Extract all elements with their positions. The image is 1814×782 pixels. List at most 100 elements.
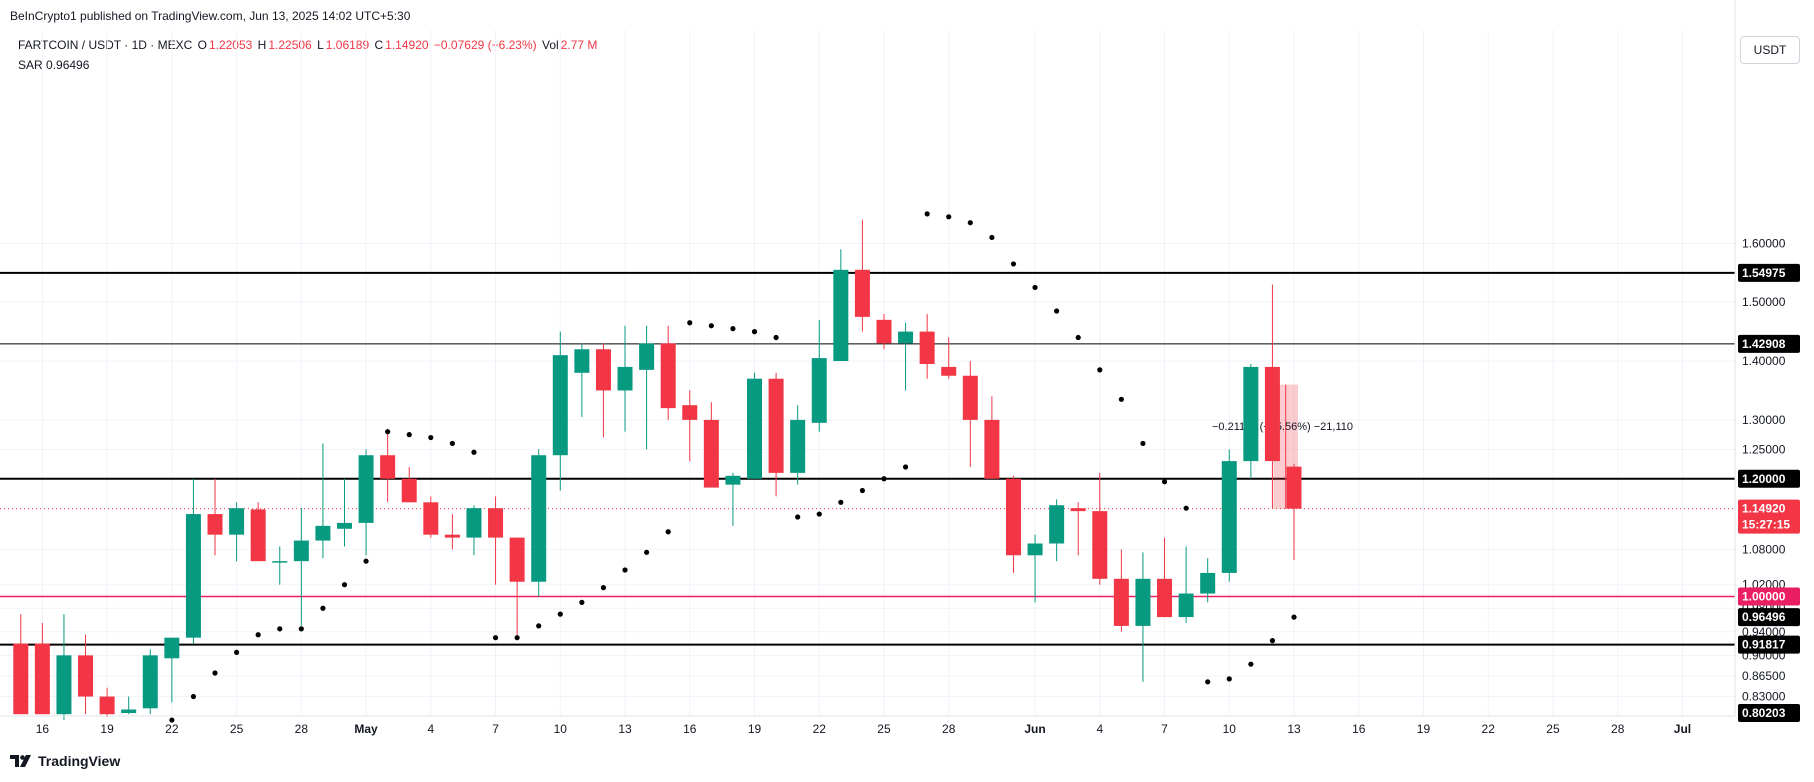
sar-dot (1118, 396, 1124, 402)
candle (1243, 363, 1259, 479)
tradingview-logo[interactable]: TradingView (10, 753, 120, 769)
time-axis-label: 16 (683, 722, 697, 736)
price-badge: 1.14920 15:27:15 (1738, 499, 1800, 534)
sar-label[interactable]: SAR (18, 58, 43, 72)
candle-body (747, 378, 763, 479)
candle-body (833, 269, 849, 362)
candle (703, 402, 719, 488)
sar-dot (600, 585, 607, 591)
candle (423, 496, 439, 538)
candle (574, 343, 590, 417)
candle-body (488, 508, 504, 538)
candle (164, 637, 180, 703)
open-value: 1.22053 (208, 38, 253, 52)
sar-dot (514, 635, 520, 641)
candles (13, 219, 1302, 721)
candle-body (790, 419, 806, 473)
candle (1092, 472, 1108, 585)
time-axis[interactable]: 16 19 22 25 28 May 4 7 10 13 16 19 22 25 28 Jun 4 7 10 13 16… (0, 715, 1735, 736)
close-value: 1.14920 (385, 38, 429, 52)
time-axis-label: 19 (100, 722, 114, 736)
time-axis-label: 10 (554, 722, 568, 736)
candle (1264, 366, 1280, 509)
sar-dot (492, 635, 499, 641)
publisher-line: BeInCrypto1 published on TradingView.com… (10, 9, 411, 23)
time-axis-label: 28 (1611, 722, 1625, 736)
measurement-label: −0.21110 (−15.56%) −21,110 (1212, 421, 1353, 433)
candle-body (574, 349, 590, 373)
candle (229, 502, 245, 562)
sar-dot (1183, 505, 1189, 511)
symbol-name[interactable]: FARTCOIN / USDT · 1D · MEXC (18, 38, 193, 52)
sar-dot (1010, 261, 1017, 267)
candle (1005, 475, 1021, 573)
candle (984, 396, 1000, 479)
open-label: O (197, 38, 207, 52)
candle-body (768, 378, 784, 473)
price-badge-bg (1738, 704, 1800, 722)
candle-body (336, 522, 352, 529)
sar-dot (773, 334, 779, 341)
price-badge: 0.80203 (1738, 704, 1800, 722)
time-axis-label: 25 (1546, 722, 1560, 736)
sar-dot (1075, 334, 1081, 341)
low-label: L (317, 38, 324, 52)
candle-body (1005, 478, 1021, 556)
candle-body (1027, 543, 1043, 556)
sar-dot (1269, 638, 1276, 644)
candle-body (401, 478, 417, 503)
candle-body (962, 375, 978, 420)
candle (509, 537, 525, 638)
candle (725, 472, 741, 526)
time-axis-label: 10 (1223, 722, 1237, 736)
price-badge-label: 0.96496 (1742, 610, 1786, 624)
time-axis-label: 7 (492, 722, 499, 736)
candle (747, 372, 763, 479)
candle (272, 546, 288, 585)
candle-body (1286, 466, 1302, 509)
sar-dot (557, 611, 563, 617)
candle-body (1157, 578, 1173, 618)
sar-dot (298, 626, 304, 632)
candle-body (142, 655, 158, 709)
candle (250, 502, 266, 562)
candle-body (423, 502, 439, 535)
sar-dot (1140, 440, 1146, 447)
sar-dot (1097, 367, 1103, 373)
change-value: −0.07629 (−6.23%) (433, 38, 537, 52)
price-axis[interactable]: 1.60000 1.50000 1.40000 1.30000 1.25000 1.080… (1734, 0, 1800, 722)
price-badge-bg (1738, 635, 1800, 654)
time-axis-label: 22 (813, 722, 827, 736)
candle (1135, 552, 1151, 682)
price-badge-bg (1738, 334, 1800, 353)
sar-dot (277, 626, 283, 632)
candle (552, 331, 568, 491)
candle-body (56, 655, 72, 715)
candle-body (725, 475, 741, 485)
candle (293, 508, 309, 626)
sar-dot (1226, 676, 1232, 682)
sar-dot (946, 214, 952, 220)
sar-dot (665, 529, 671, 535)
sar-legend: SAR 0.96496 (18, 58, 89, 72)
candle (639, 325, 655, 450)
candle-body (660, 343, 676, 409)
candle (919, 313, 935, 379)
candle-body (617, 366, 633, 391)
candle-body (703, 419, 719, 488)
candle-body (34, 643, 50, 715)
price-badge-label: 1.14920 (1742, 502, 1786, 516)
price-badge-bg (1738, 263, 1800, 282)
candle-body (1049, 505, 1065, 544)
price-axis-tick: 0.94000 (1742, 625, 1786, 639)
time-axis-label: 28 (942, 722, 956, 736)
price-badge-label: 0.80203 (1742, 706, 1786, 720)
sar-dot (622, 567, 628, 573)
candle-body (229, 508, 245, 535)
candle-body (1243, 366, 1259, 462)
currency-button[interactable]: USDT (1740, 36, 1800, 64)
sar-dot (881, 476, 887, 482)
sar-dot (320, 605, 326, 611)
sar-dot (1054, 308, 1060, 314)
